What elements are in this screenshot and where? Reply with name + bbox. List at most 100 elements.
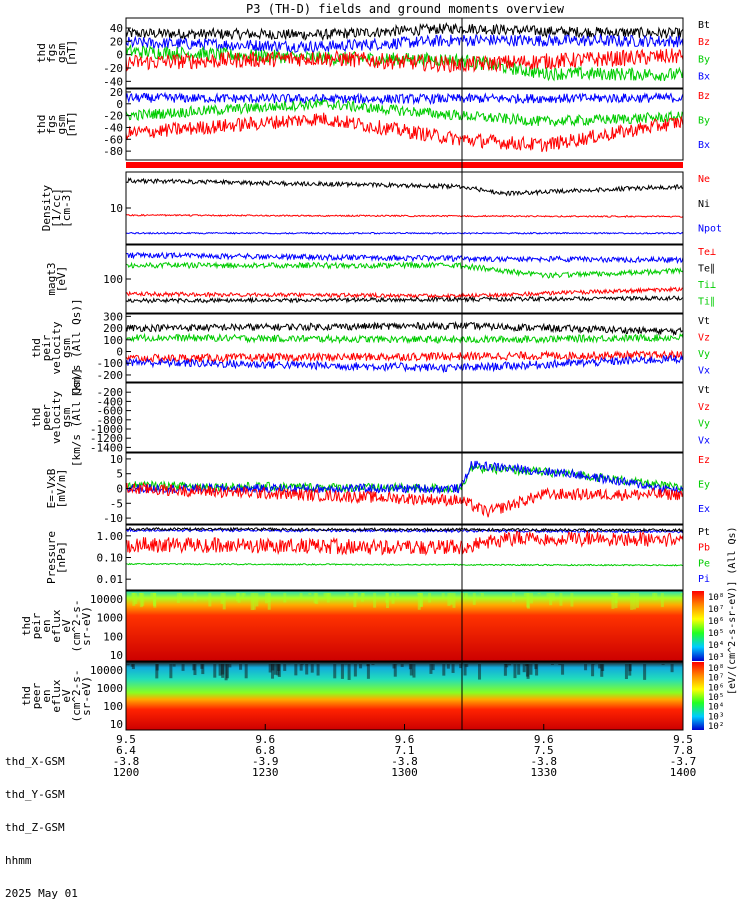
legend-Vt: Vt [698,385,710,396]
spectrogram-streak [504,664,507,665]
colorbar-tick-label: 10⁴ [708,641,724,651]
spectrogram-streak [283,593,286,602]
y-tick-label: 0 [116,49,123,62]
trace-Te⊥ [126,288,683,298]
y-tick-label: 100 [103,630,123,643]
spectrogram-streak [239,664,242,670]
footer-value: 1330 [524,767,564,778]
spectrogram-streak [182,664,185,671]
spectrogram-streak [464,664,467,675]
spectrogram-streak [410,664,413,676]
spectrogram-streak [156,664,159,670]
spectrogram-streak [420,593,423,607]
spectrogram-streak [150,593,153,599]
colorbar-label: [eV/(cm^2-s-sr-eV)] (All Qs) [727,526,738,695]
spectrogram-streak [551,664,554,665]
panel-9: 10⁸10⁷10⁶10⁵10⁴10³10²thdpeerenefluxeV(cm… [20,662,724,732]
trace-Vz [126,351,683,362]
legend-Ti∥: Ti∥ [698,297,715,308]
trace-Pb [126,531,683,554]
spectrogram-streak [213,664,216,678]
spectrogram-streak [643,664,646,680]
spectrogram-streak [478,664,481,680]
spectrogram-streak [412,664,415,678]
trace-Ne [126,215,683,218]
legend-Bt: Bt [698,20,710,31]
spectrogram-streak [153,593,156,606]
spectrogram-streak [243,593,246,596]
spectrogram-streak [200,664,203,669]
spectrogram-streak [559,593,562,606]
y-tick-label: 100 [103,273,123,286]
spectrogram-streak [633,593,636,609]
spectrogram-streak [547,593,550,597]
spectrogram-streak [504,664,507,676]
legend-Npot: Npot [698,224,722,235]
y-tick-label: 0.01 [97,573,124,586]
legend-Pe: Pe [698,558,710,569]
y-axis-label: thdpeervelocitygsm[km/s (All Qs)] [30,368,83,467]
panel-frame [126,314,683,382]
spectrogram-streak [517,664,520,675]
legend-By: By [698,54,710,65]
spectrogram-streak [173,664,176,667]
spectrogram-streak [598,664,601,668]
spectrogram-streak [305,664,308,675]
spectrogram-streak [447,664,450,669]
trace-Ti∥ [126,263,683,278]
spectrogram-streak [429,664,432,674]
panel-frame [126,525,683,590]
spectrogram-streak [450,593,453,605]
trace-Vy [126,334,683,343]
trace-Bz [126,113,683,152]
panel-frame [126,383,683,452]
y-axis-label: magt3[eV] [45,262,68,295]
spectrogram-streak [615,593,618,603]
spectrogram-streak [141,593,144,606]
spectrogram-streak [245,664,248,678]
colorbar-tick-label: 10³ [708,653,724,663]
spectrogram-streak [311,664,314,673]
y-tick-label: -200 [97,369,124,382]
trace-Bx [126,93,683,103]
spectrogram-streak [223,593,226,609]
legend-Ey: Ey [698,479,710,490]
y-tick-label: -20 [103,62,123,75]
spectrogram-streak [465,593,468,598]
spectrogram-streak [473,593,476,605]
y-axis-label-line: [eV] [55,266,68,293]
spectrogram-streak [328,593,331,600]
legend-Pt: Pt [698,527,710,538]
spectrogram-streak [333,664,336,678]
y-axis-label: thdfgsgsm[nT] [35,40,78,67]
legend-Pb: Pb [698,543,710,554]
overview-figure: P3 (TH-D) fields and ground moments over… [0,0,750,800]
y-axis-label: Pressure[nPa] [45,531,68,584]
legend-By: By [698,115,710,126]
spectrogram-streak [169,664,172,678]
spectrogram-streak [317,664,320,676]
spectrogram-streak [529,664,532,675]
y-tick-label: 1000 [97,612,124,625]
colorbar-8 [692,591,704,661]
y-axis-label-line: [mV/m] [55,469,68,509]
spectrogram-streak [367,664,370,679]
panels-group: 40200-20-40BtBzByBxthdfgsgsm[nT]200-20-4… [20,18,738,732]
trace-By [126,99,683,126]
spectrogram-streak [401,664,404,667]
y-tick-label: 0.10 [97,552,124,565]
legend-Pi: Pi [698,574,710,585]
trace-Pe [126,563,683,565]
spectrogram-streak [526,664,529,677]
legend-Vy: Vy [698,419,710,430]
spectrogram-streak [625,664,628,679]
colorbar-tick-label: 10² [708,722,724,732]
legend-Vz: Vz [698,333,710,344]
spectrogram-streak [661,593,664,607]
y-axis-label: E=-VxB[mV/m] [45,468,68,508]
y-axis-label: Density[1/cc][cm-3] [40,184,73,231]
legend-Ne: Ne [698,174,710,185]
spectrogram-streak [359,664,362,668]
